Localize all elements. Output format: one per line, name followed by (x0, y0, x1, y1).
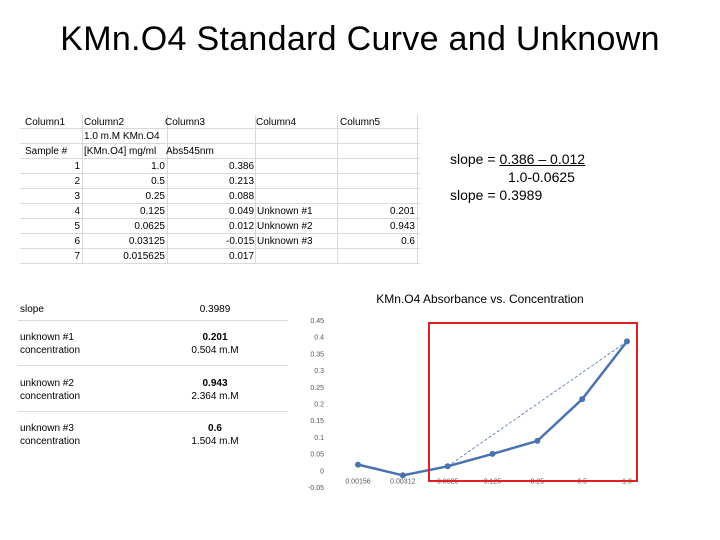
sample-num: 7 (74, 251, 80, 262)
slope-value: 0.3989 (199, 304, 231, 315)
unknown-label: Unknown #3 (257, 236, 313, 247)
concentration: 0.25 (145, 191, 165, 202)
unknown-label: Unknown #2 (257, 221, 313, 232)
absorbance: 0.213 (229, 176, 255, 187)
y-tick-label: 0 (320, 468, 324, 475)
column-header-3: Column3 (165, 117, 206, 128)
slope-formula-prefix: slope = (450, 151, 500, 167)
unknown3-values: 0.6 1.504 m.M (191, 423, 239, 447)
absorbance: -0.015 (226, 236, 255, 247)
unknown-absorbance: 0.201 (389, 206, 415, 217)
sample-num: 5 (74, 221, 80, 232)
slope-trend-line (447, 341, 628, 467)
stock-label: 1.0 m.M KMn.O4 (84, 131, 160, 142)
concentration: 0.0625 (134, 221, 165, 232)
sample-num: 4 (74, 206, 80, 217)
spreadsheet-table: Column1 Column2 Column3 Column4 Column5 … (20, 115, 420, 264)
column-header-2: Column2 (84, 117, 125, 128)
sample-header: Sample # (25, 146, 68, 157)
unknown2-label: unknown #2 concentration (20, 378, 81, 402)
unknown-absorbance: 0.943 (389, 221, 415, 232)
chart-title: KMn.O4 Absorbance vs. Concentration (376, 292, 583, 306)
data-point (355, 461, 361, 468)
data-point (444, 463, 451, 470)
unknown3-label: unknown #3 concentration (20, 423, 81, 447)
y-tick-label: 0.25 (310, 385, 324, 392)
x-tick-label: 0.00156 (345, 478, 370, 485)
slope-label: slope (20, 304, 44, 315)
slope-formula: slope = 0.386 – 0.012 1.0-0.0625 slope =… (450, 150, 585, 204)
slide-title: KMn.O4 Standard Curve and Unknown (60, 20, 660, 58)
data-point (624, 338, 630, 345)
unknown1-values: 0.201 0.504 m.M (191, 332, 239, 356)
sample-num: 2 (74, 176, 80, 187)
y-tick-label: 0.1 (314, 435, 324, 442)
y-tick-label: 0.15 (310, 418, 324, 425)
absorbance: 0.012 (229, 221, 255, 232)
concentration: 0.5 (151, 176, 165, 187)
highlight-box (428, 322, 638, 482)
y-tick-label: 0.2 (314, 402, 324, 409)
data-point (579, 396, 586, 403)
column-header-5: Column5 (340, 117, 381, 128)
column-header-4: Column4 (256, 117, 297, 128)
absorbance: 0.386 (229, 161, 255, 172)
unknown-absorbance: 0.6 (401, 236, 415, 247)
data-point (534, 437, 541, 444)
y-tick-label: 0.45 (310, 318, 324, 325)
absorbance-chart: KMn.O4 Absorbance vs. Concentration 0.45 0… (308, 292, 632, 492)
concentration: 0.125 (139, 206, 165, 217)
concentration: 0.03125 (128, 236, 165, 247)
y-tick-label: 0.3 (314, 368, 324, 375)
abs-header: Abs545nm (166, 146, 214, 157)
y-tick-label: 0.35 (310, 351, 324, 358)
unknown-label: Unknown #1 (257, 206, 313, 217)
conc-header: [KMn.O4] mg/ml (84, 146, 157, 157)
y-tick-label: 0.4 (314, 335, 324, 342)
slope-formula-result: slope = 0.3989 (450, 187, 543, 203)
absorbance: 0.017 (229, 251, 255, 262)
data-point (399, 472, 406, 479)
absorbance: 0.088 (229, 191, 255, 202)
y-tick-label: 0.05 (310, 452, 324, 459)
data-point (489, 450, 496, 457)
slope-formula-denominator: 1.0-0.0625 (508, 169, 575, 185)
absorbance: 0.049 (229, 206, 255, 217)
column-header-1: Column1 (25, 117, 66, 128)
sample-num: 3 (74, 191, 80, 202)
x-tick-label: 0.00312 (390, 478, 415, 485)
sample-num: 6 (74, 236, 80, 247)
y-tick-label: -0.05 (308, 485, 324, 492)
slope-formula-numerator: 0.386 – 0.012 (499, 151, 586, 167)
unknown1-label: unknown #1 concentration (20, 332, 81, 356)
concentration: 1.0 (151, 161, 165, 172)
unknown2-values: 0.943 2.364 m.M (191, 378, 239, 402)
sample-num: 1 (74, 161, 80, 172)
concentration: 0.015625 (123, 251, 165, 262)
